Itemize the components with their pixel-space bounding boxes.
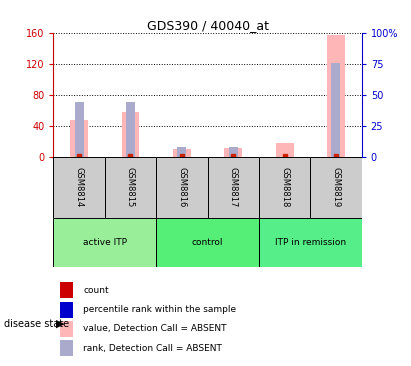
Bar	[70, 120, 88, 157]
Bar	[208, 157, 259, 217]
Bar	[173, 149, 191, 157]
Bar	[259, 217, 362, 267]
Bar	[224, 149, 242, 157]
Bar	[53, 157, 105, 217]
Bar	[259, 157, 310, 217]
Text: GSM8818: GSM8818	[280, 167, 289, 208]
Text: value, Detection Call = ABSENT: value, Detection Call = ABSENT	[83, 325, 226, 333]
Bar	[310, 157, 362, 217]
Text: GSM8814: GSM8814	[75, 167, 83, 208]
Title: GDS390 / 40040_at: GDS390 / 40040_at	[147, 19, 268, 32]
Text: active ITP: active ITP	[83, 238, 127, 247]
Text: count: count	[83, 286, 109, 295]
Bar	[60, 302, 73, 318]
Bar	[60, 340, 73, 356]
Text: rank, Detection Call = ABSENT: rank, Detection Call = ABSENT	[83, 344, 222, 353]
Text: disease state: disease state	[4, 319, 69, 329]
Bar	[332, 63, 340, 157]
Bar	[60, 283, 73, 298]
Bar	[126, 102, 135, 157]
Bar	[122, 112, 139, 157]
Bar	[276, 143, 293, 157]
Text: GSM8815: GSM8815	[126, 167, 135, 208]
Bar	[53, 217, 156, 267]
Bar	[327, 35, 345, 157]
Text: percentile rank within the sample: percentile rank within the sample	[83, 305, 236, 314]
Bar	[156, 217, 259, 267]
Bar	[105, 157, 156, 217]
Bar	[156, 157, 208, 217]
Bar	[60, 321, 73, 337]
Text: control: control	[192, 238, 223, 247]
Bar	[75, 102, 83, 157]
Text: GSM8817: GSM8817	[229, 167, 238, 208]
Bar	[229, 147, 238, 157]
Text: ▶: ▶	[55, 319, 64, 329]
Text: GSM8816: GSM8816	[178, 167, 186, 208]
Text: ITP in remission: ITP in remission	[275, 238, 346, 247]
Bar	[178, 147, 186, 157]
Text: GSM8819: GSM8819	[332, 167, 340, 208]
